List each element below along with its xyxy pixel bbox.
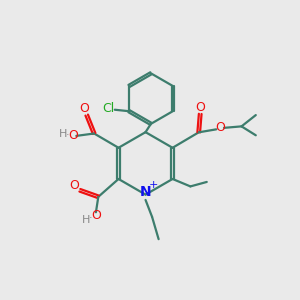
Text: O: O (80, 102, 89, 115)
Text: Cl: Cl (103, 102, 115, 115)
Text: N: N (140, 185, 152, 199)
Text: O: O (215, 122, 225, 134)
Text: +: + (149, 180, 159, 190)
Text: ·: · (89, 213, 93, 223)
Text: O: O (195, 101, 205, 114)
Text: H: H (82, 215, 90, 225)
Text: O: O (91, 209, 101, 222)
Text: O: O (69, 179, 79, 192)
Text: O: O (68, 129, 78, 142)
Text: H: H (59, 128, 67, 139)
Text: ·: · (66, 130, 70, 140)
